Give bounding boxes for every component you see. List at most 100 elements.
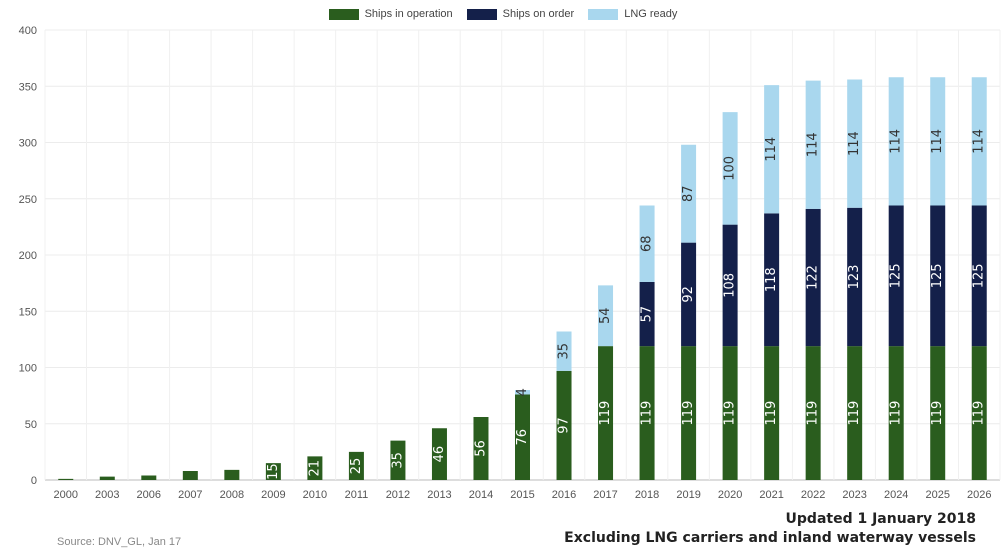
bar-segment[interactable] <box>348 451 364 480</box>
x-tick-label: 2013 <box>427 489 451 501</box>
bar-value-label: 108 <box>723 273 738 298</box>
update-note-line-2: Excluding LNG carriers and inland waterw… <box>564 530 976 546</box>
x-tick-label: 2025 <box>925 489 949 501</box>
bar-value-label: 68 <box>640 235 655 252</box>
bar-segment[interactable] <box>847 346 863 480</box>
x-tick-label: 2019 <box>676 489 700 501</box>
bar-segment[interactable] <box>639 282 655 347</box>
x-tick-label: 2016 <box>552 489 576 501</box>
bar-segment[interactable] <box>722 224 738 347</box>
legend-item-ships-on-order[interactable]: Ships on order <box>466 8 574 20</box>
bar-value-label: 25 <box>349 458 364 475</box>
bar-segment[interactable] <box>182 471 198 480</box>
bar-value-label: 119 <box>723 401 738 426</box>
bar-value-label: 97 <box>557 417 572 434</box>
y-tick-label: 100 <box>19 363 37 375</box>
legend-swatch-ships-on-order <box>466 8 497 20</box>
bar-segment[interactable] <box>265 463 281 480</box>
bar-value-label: 118 <box>764 267 779 292</box>
bar-segment[interactable] <box>764 346 780 480</box>
bar-segment[interactable] <box>598 285 614 347</box>
bar-segment[interactable] <box>847 79 863 208</box>
bar-segment[interactable] <box>390 440 406 480</box>
bar-value-label: 119 <box>764 401 779 426</box>
legend-label-ships-in-operation: Ships in operation <box>364 8 453 20</box>
bar-segment[interactable] <box>930 77 946 206</box>
bar-segment[interactable] <box>99 476 115 480</box>
x-tick-label: 2007 <box>178 489 202 501</box>
legend-item-ships-in-operation[interactable]: Ships in operation <box>328 8 453 20</box>
legend: Ships in operation Ships on order LNG re… <box>0 8 1006 20</box>
x-tick-label: 2017 <box>593 489 617 501</box>
x-tick-label: 2024 <box>884 489 908 501</box>
bar-segment[interactable] <box>58 478 74 480</box>
bar-segment[interactable] <box>515 394 530 481</box>
bar-segment[interactable] <box>722 346 738 480</box>
bar-segment[interactable] <box>473 417 489 480</box>
bar-segment[interactable] <box>805 80 821 209</box>
bar-segment[interactable] <box>888 346 904 480</box>
bar-value-label: 21 <box>307 460 322 477</box>
x-tick-label: 2012 <box>386 489 410 501</box>
bar-value-label: 15 <box>266 463 281 480</box>
bar-segment[interactable] <box>639 205 655 283</box>
bar-segment[interactable] <box>971 205 987 347</box>
bar-value-label: 4 <box>515 388 530 396</box>
bar-segment[interactable] <box>930 205 946 347</box>
bar-value-label: 119 <box>930 401 945 426</box>
x-tick-label: 2014 <box>469 489 493 501</box>
bar-value-label: 100 <box>723 156 738 181</box>
bar-value-label: 114 <box>889 129 904 154</box>
bar-segment[interactable] <box>888 205 904 347</box>
x-tick-label: 2011 <box>345 489 369 501</box>
bar-segment[interactable] <box>722 112 738 225</box>
bar-value-label: 123 <box>847 265 862 290</box>
y-tick-label: 0 <box>31 475 37 487</box>
bar-value-label: 114 <box>806 132 821 157</box>
bar-value-label: 114 <box>764 137 779 162</box>
bar-segment[interactable] <box>224 469 240 480</box>
bar-value-label: 56 <box>473 440 488 457</box>
bar-value-label: 114 <box>972 129 987 154</box>
bar-segment[interactable] <box>805 346 821 480</box>
update-note: Updated 1 January 2018 Excluding LNG car… <box>564 510 976 548</box>
legend-swatch-lng-ready <box>588 8 619 20</box>
bar-segment[interactable] <box>515 390 530 395</box>
bar-segment[interactable] <box>971 346 987 480</box>
bar-segment[interactable] <box>971 77 987 206</box>
bar-value-label: 57 <box>640 306 655 323</box>
y-tick-label: 250 <box>19 194 37 206</box>
x-tick-label: 2021 <box>759 489 783 501</box>
y-tick-label: 400 <box>19 25 37 37</box>
bar-value-label: 114 <box>847 131 862 156</box>
bar-segment[interactable] <box>847 207 863 347</box>
legend-item-lng-ready[interactable]: LNG ready <box>588 8 677 20</box>
bar-segment[interactable] <box>598 346 614 480</box>
bar-value-label: 125 <box>972 263 987 288</box>
bar-segment[interactable] <box>307 456 323 480</box>
bar-segment[interactable] <box>764 85 780 214</box>
bar-segment[interactable] <box>141 475 157 481</box>
bar-segment[interactable] <box>930 346 946 480</box>
bar-segment[interactable] <box>681 346 697 480</box>
y-tick-label: 300 <box>19 138 37 150</box>
bar-segment[interactable] <box>431 428 447 480</box>
bar-segment[interactable] <box>681 242 697 347</box>
x-tick-label: 2000 <box>54 489 78 501</box>
bar-segment[interactable] <box>556 370 572 480</box>
bar-value-label: 119 <box>681 401 696 426</box>
bar-segment[interactable] <box>764 213 780 347</box>
x-tick-label: 2022 <box>801 489 825 501</box>
bar-segment[interactable] <box>888 77 904 206</box>
bar-value-label: 35 <box>557 343 572 360</box>
bar-segment[interactable] <box>681 144 697 243</box>
x-tick-label: 2006 <box>137 489 161 501</box>
bar-segment[interactable] <box>805 208 821 347</box>
update-note-line-1: Updated 1 January 2018 <box>785 511 976 527</box>
bar-segment[interactable] <box>556 331 572 371</box>
bar-value-label: 35 <box>390 452 405 469</box>
y-tick-label: 50 <box>25 419 37 431</box>
bar-segment[interactable] <box>639 346 655 480</box>
y-tick-label: 200 <box>19 250 37 262</box>
